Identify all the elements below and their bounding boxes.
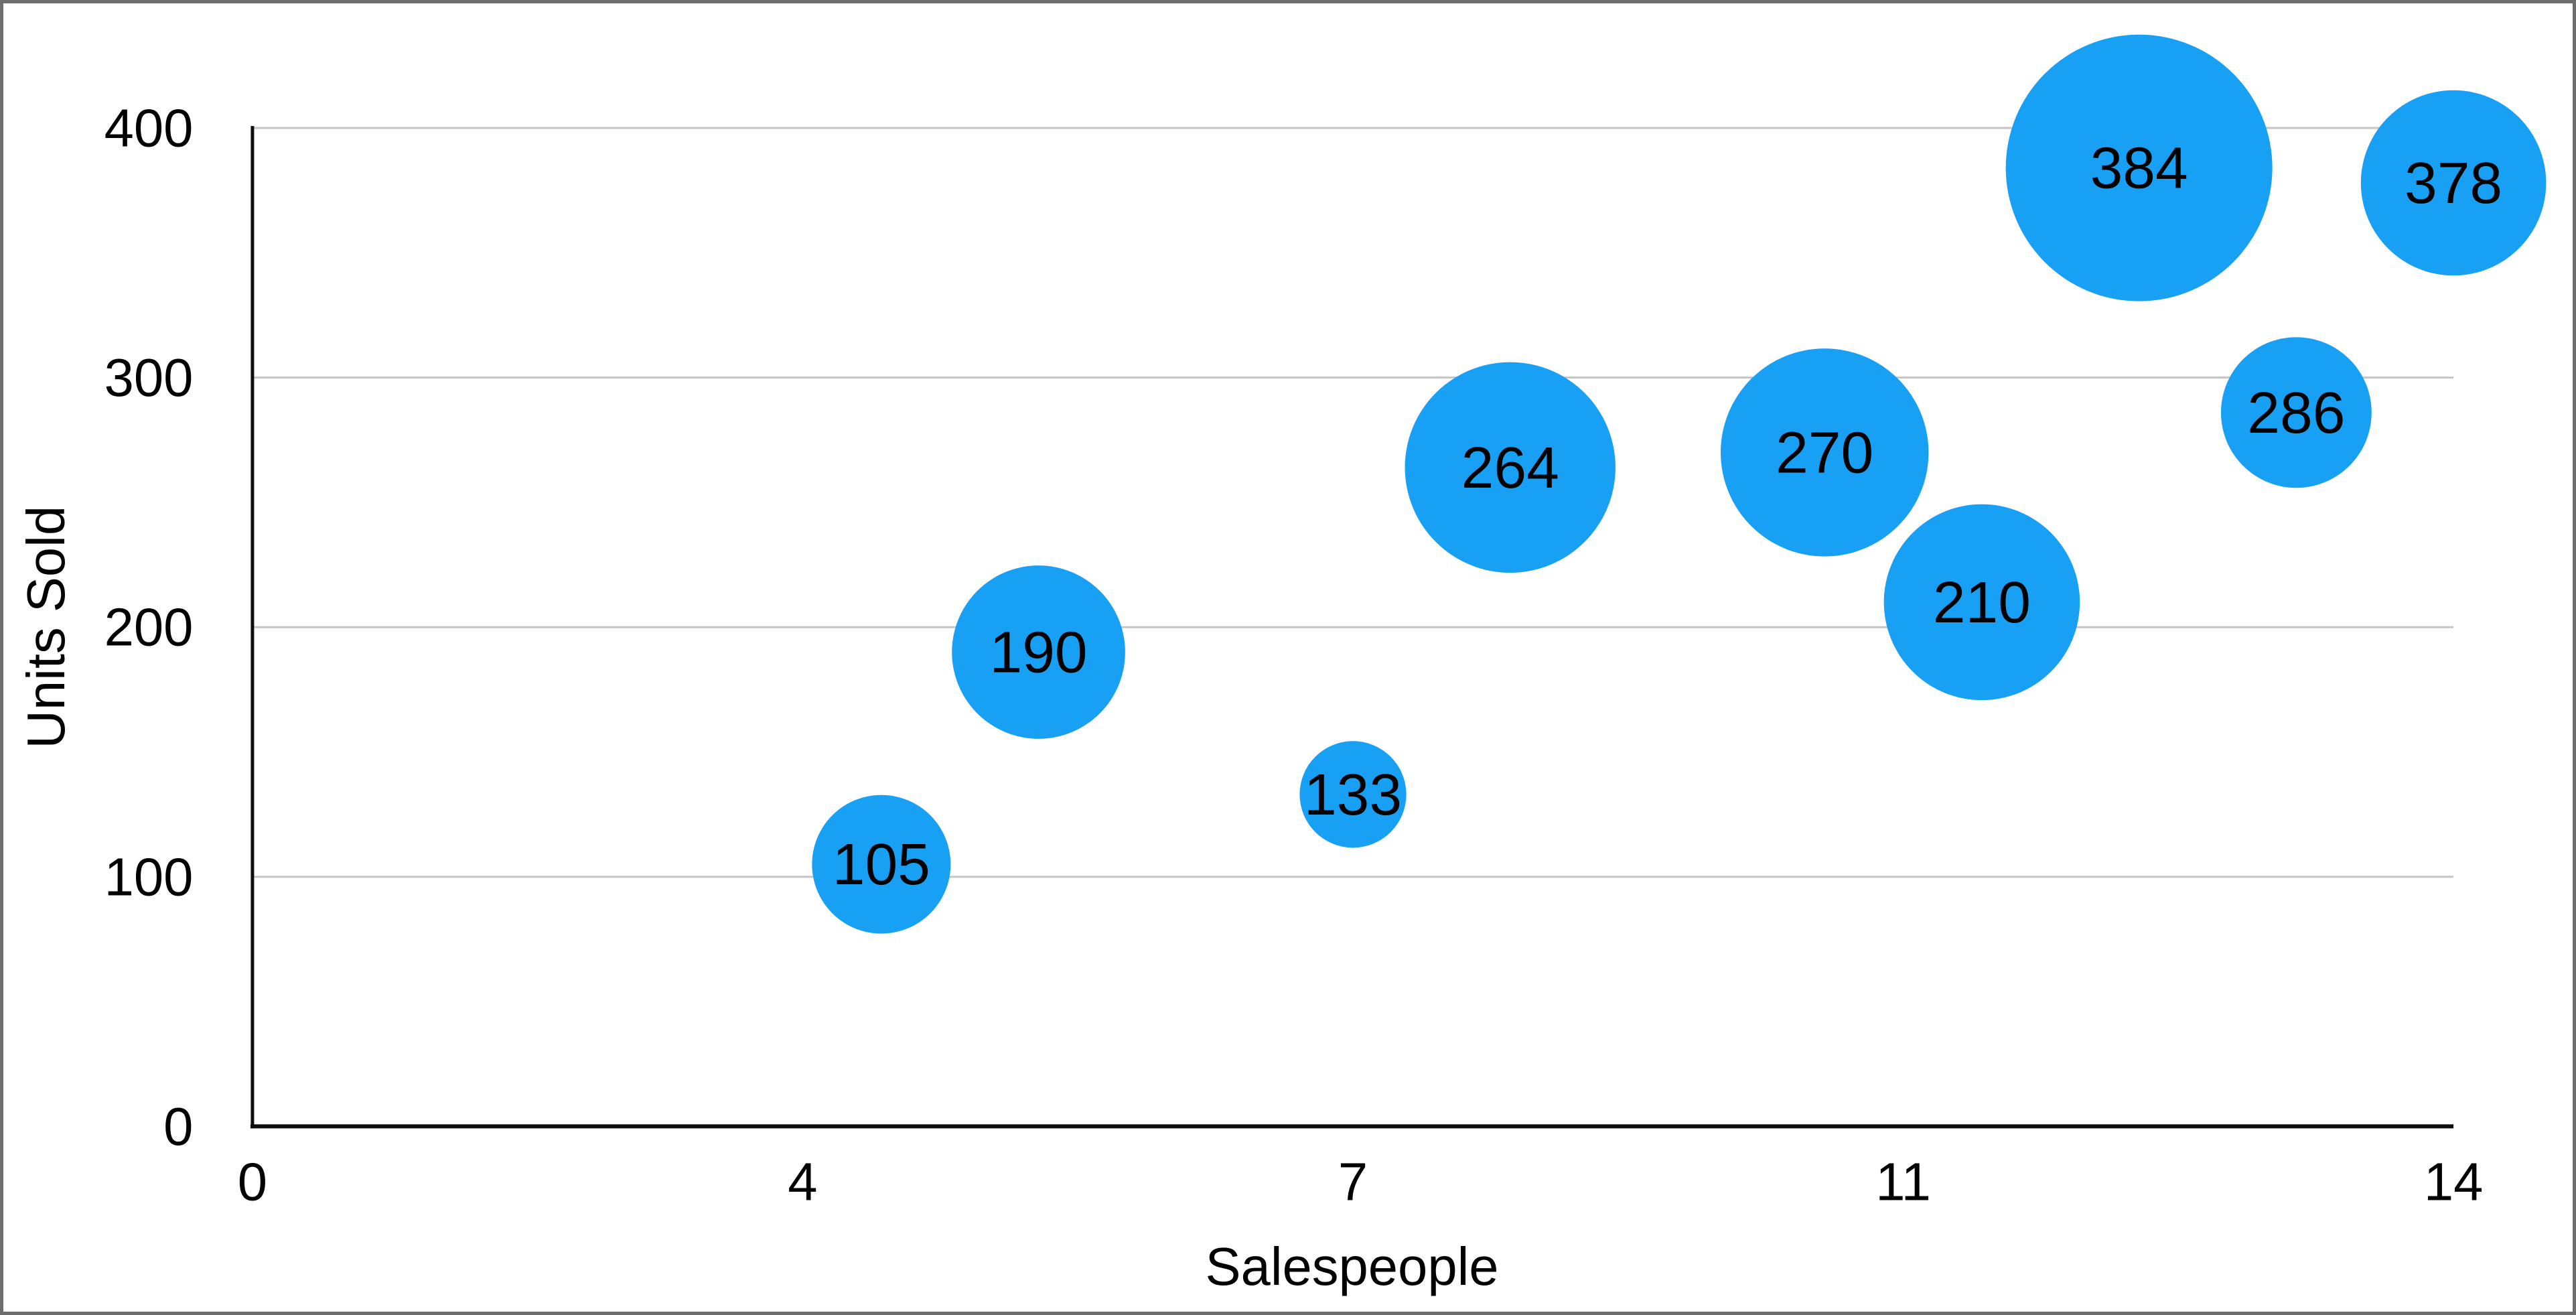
bubble-series: 105 190 133 264 270 210 384 286 378 [812, 34, 2547, 934]
bubble-label: 210 [1933, 569, 2031, 635]
bubble-label: 270 [1776, 419, 1873, 485]
y-tick-label: 0 [163, 1097, 193, 1156]
bubble [1405, 362, 1616, 573]
bubble [2220, 337, 2372, 488]
y-tick-label: 300 [104, 348, 194, 407]
tick-labels: 0 100 200 300 400 0 4 7 11 14 [104, 98, 2484, 1212]
bubble-label: 264 [1461, 435, 1559, 500]
bubble-label: 378 [2405, 150, 2502, 216]
bubble-label: 105 [833, 831, 930, 897]
bubble [1720, 348, 1929, 557]
x-tick-label: 11 [1875, 1152, 1931, 1211]
x-tick-label: 14 [2424, 1152, 2484, 1211]
bubble [2005, 34, 2273, 301]
x-axis-title: Salespeople [1205, 1237, 1498, 1296]
y-tick-label: 200 [104, 598, 194, 657]
bubble-label: 384 [2090, 135, 2188, 201]
y-tick-label: 100 [104, 847, 194, 906]
bubble-label: 133 [1304, 762, 1402, 827]
bubble-label: 286 [2247, 380, 2345, 445]
bubble [1299, 741, 1407, 848]
axis-lines [250, 126, 2454, 1129]
bubble [812, 794, 951, 934]
x-tick-label: 0 [238, 1152, 267, 1211]
x-tick-label: 4 [788, 1152, 817, 1211]
y-axis-title: Units Sold [16, 506, 76, 749]
bubble [952, 565, 1125, 739]
y-tick-label: 400 [104, 98, 194, 158]
x-tick-label: 7 [1338, 1152, 1368, 1211]
bubble [1883, 504, 2080, 701]
bubble [2360, 90, 2547, 276]
bubble-label: 190 [990, 619, 1088, 685]
